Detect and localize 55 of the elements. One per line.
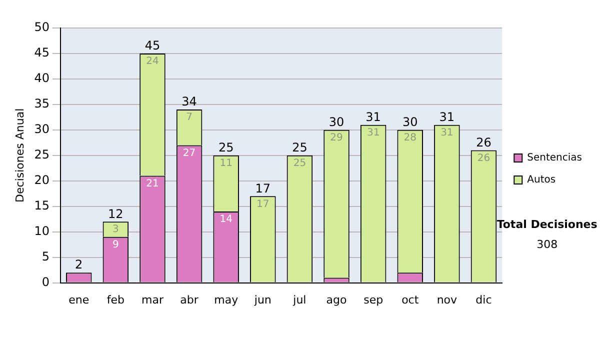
data-label: 21: [146, 178, 159, 190]
y-tick-label: 25: [34, 148, 50, 162]
total-label: 31: [366, 110, 381, 124]
total-label: 25: [292, 140, 308, 155]
data-label: 24: [146, 56, 159, 68]
data-label: 17: [256, 198, 270, 210]
total-label: 26: [476, 135, 492, 150]
y-tick-label: 30: [34, 122, 50, 136]
data-label: 3: [112, 224, 119, 236]
data-label: 9: [112, 240, 119, 251]
x-tick-label: ago: [326, 293, 348, 306]
x-tick-label: feb: [106, 293, 125, 306]
data-label: 31: [366, 127, 380, 138]
y-tick-label: 0: [42, 274, 50, 289]
data-label: 31: [440, 127, 454, 138]
total-label: 30: [328, 115, 344, 130]
legend-label: Autos: [527, 174, 556, 186]
total-label: 30: [402, 115, 418, 130]
x-tick-label: sep: [364, 293, 384, 306]
total-label: 17: [255, 181, 271, 196]
x-tick-label: dic: [476, 293, 492, 306]
x-tick-label: abr: [180, 293, 199, 306]
y-tick-label: 35: [34, 96, 50, 111]
y-tick-label: 15: [34, 198, 50, 212]
x-tick-label: mar: [141, 293, 164, 306]
data-label: 29: [330, 132, 343, 144]
y-tick-label: 20: [34, 173, 50, 188]
y-axis-title: Decisiones Anual: [13, 108, 26, 202]
x-tick-label: jun: [253, 293, 272, 306]
annotation: Total Decisiones: [496, 218, 598, 231]
y-tick-label: 5: [42, 249, 50, 264]
data-label: 7: [186, 112, 192, 124]
data-label: 25: [293, 158, 306, 169]
total-label: 25: [218, 140, 234, 155]
x-tick-label: ene: [68, 293, 90, 306]
y-tick-label: 45: [34, 46, 50, 60]
text: 308: [536, 238, 558, 251]
y-tick-label: 40: [34, 71, 50, 86]
total-label: 2: [75, 258, 83, 272]
data-label: 11: [220, 158, 232, 169]
y-tick-label: 10: [34, 224, 50, 238]
data-label: 14: [220, 214, 232, 226]
x-tick-label: oct: [402, 293, 420, 306]
total-label: 34: [182, 94, 197, 109]
data-label: 26: [477, 152, 490, 164]
data-label: 27: [182, 148, 196, 159]
total-label: 12: [108, 206, 124, 221]
x-tick-label: nov: [436, 293, 458, 306]
legend-label: Sentencias: [527, 152, 582, 164]
total-label: 45: [144, 38, 160, 53]
data-label: 28: [404, 132, 416, 144]
x-tick-label: jul: [292, 293, 306, 306]
total-label: 31: [439, 110, 455, 124]
y-tick-label: 50: [34, 20, 50, 34]
x-tick-label: may: [214, 293, 239, 306]
